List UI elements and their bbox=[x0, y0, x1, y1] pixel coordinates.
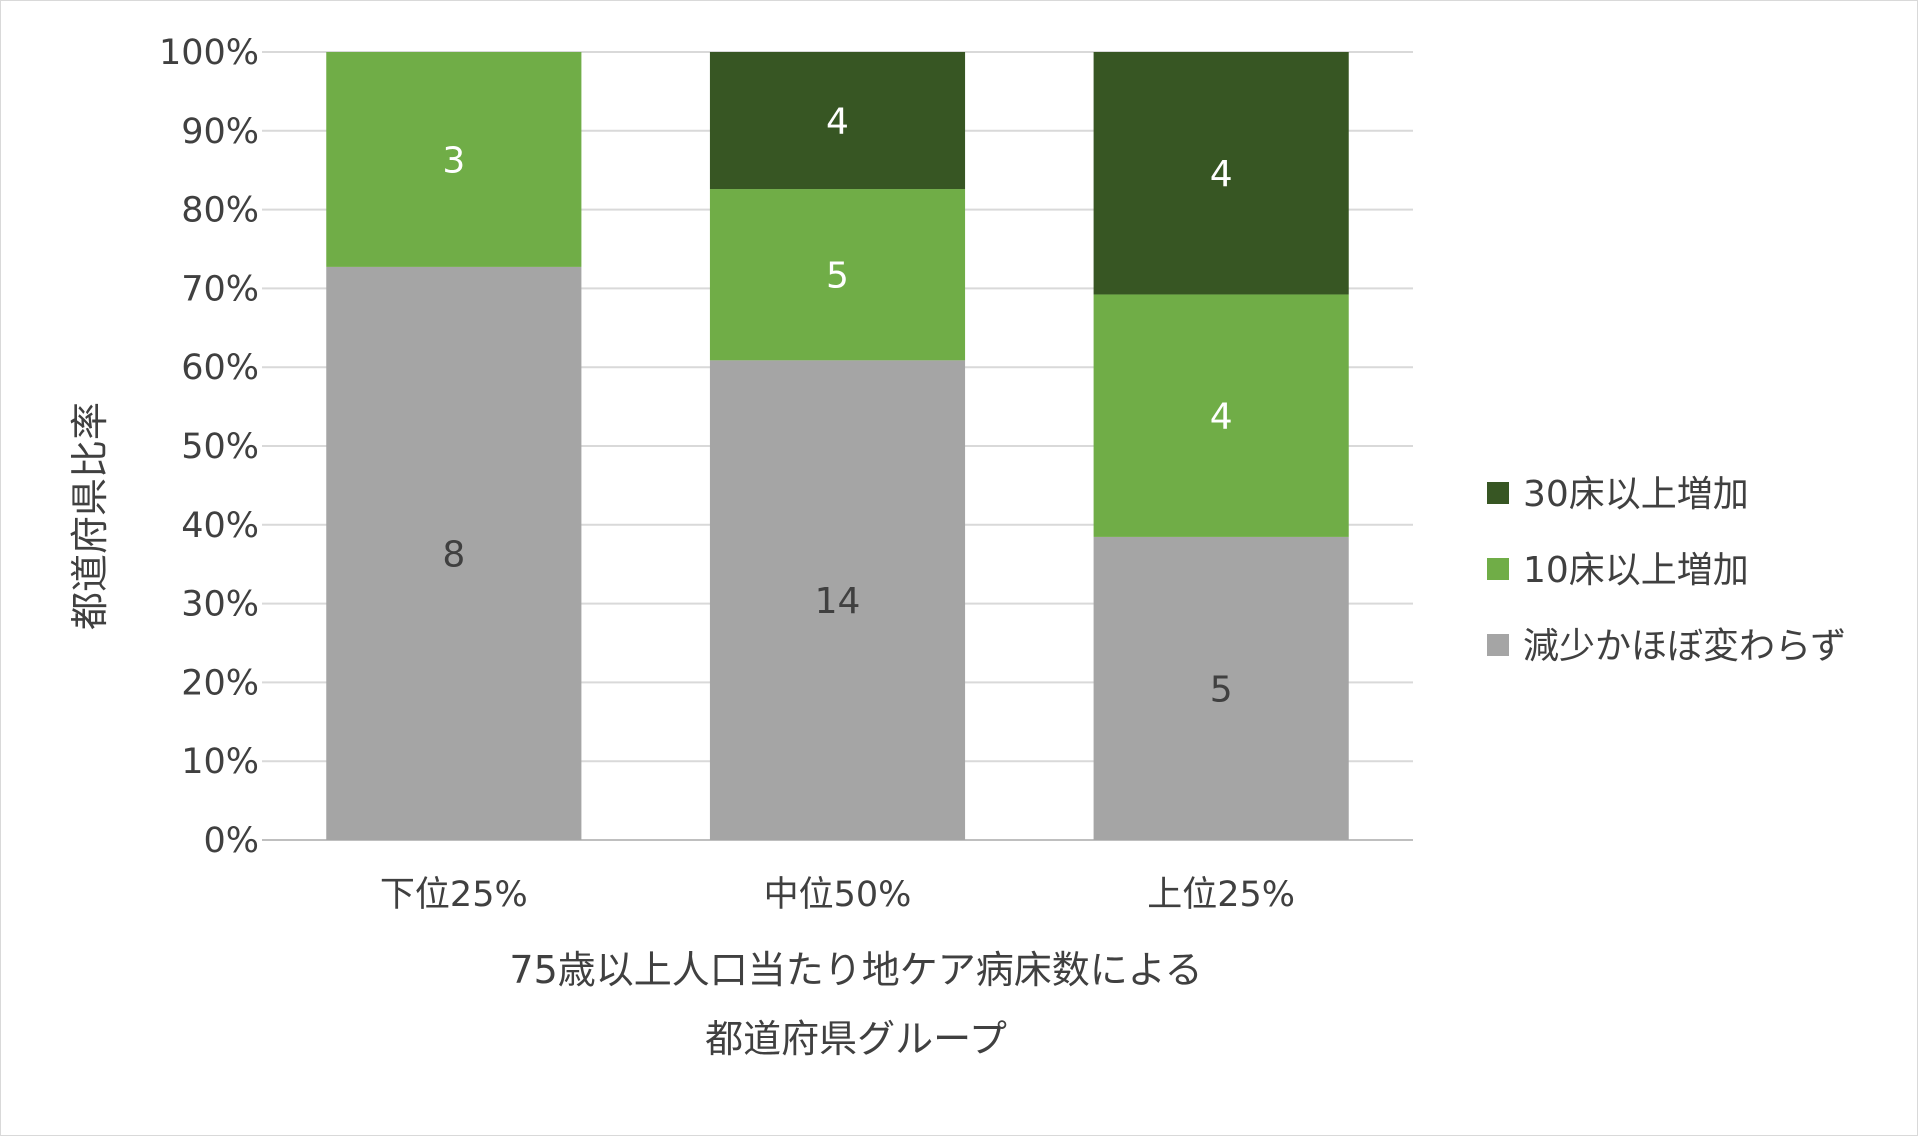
y-tick-label: 0% bbox=[203, 821, 259, 861]
legend-label: 減少かほぼ変わらず bbox=[1523, 626, 1846, 667]
y-tick-label: 30% bbox=[181, 585, 259, 625]
x-tick-label: 上位25% bbox=[1147, 875, 1295, 915]
y-tick-label: 70% bbox=[181, 269, 259, 309]
bar-segment bbox=[1093, 294, 1349, 537]
bar-segment bbox=[1093, 536, 1349, 840]
y-axis-ticks: 0% 10% 20% 30% 40% 50% 60% 70% 80% 90% 100% bbox=[159, 33, 259, 861]
bar-segment bbox=[326, 266, 582, 841]
data-label: 5 bbox=[1210, 669, 1233, 710]
y-axis-title: 都道府県比率 bbox=[68, 402, 112, 630]
y-tick-label: 40% bbox=[181, 506, 259, 546]
data-label: 4 bbox=[1210, 397, 1233, 438]
data-label: 4 bbox=[1210, 154, 1233, 195]
data-label: 4 bbox=[826, 102, 849, 143]
y-tick-label: 20% bbox=[181, 663, 259, 703]
y-tick-label: 10% bbox=[181, 742, 259, 782]
data-label: 5 bbox=[826, 256, 849, 297]
data-label: 3 bbox=[442, 140, 465, 181]
data-labels: 8 3 14 5 4 5 4 4 bbox=[442, 102, 1232, 711]
y-tick-label: 60% bbox=[181, 348, 259, 388]
legend-swatch bbox=[1487, 558, 1509, 580]
data-label: 14 bbox=[815, 581, 861, 622]
bar-segment bbox=[1093, 52, 1349, 295]
legend-label: 30床以上増加 bbox=[1523, 474, 1749, 515]
y-tick-label: 80% bbox=[181, 191, 259, 231]
x-tick-label: 中位50% bbox=[764, 875, 912, 915]
y-tick-label: 50% bbox=[181, 427, 259, 467]
x-axis-title-line-1: 75歳以上人口当たり地ケア病床数による bbox=[509, 948, 1202, 992]
bars bbox=[326, 52, 1349, 841]
legend-swatch bbox=[1487, 634, 1509, 656]
bar-segment bbox=[709, 189, 966, 361]
bar-segment bbox=[709, 360, 966, 840]
y-tick-label: 90% bbox=[181, 112, 259, 152]
x-tick-label: 下位25% bbox=[380, 875, 528, 915]
bar-segment bbox=[709, 52, 966, 190]
y-tick-label: 100% bbox=[159, 33, 259, 73]
data-label: 8 bbox=[442, 534, 465, 575]
x-axis-ticks: 下位25% 中位50% 上位25% bbox=[380, 875, 1295, 915]
legend-label: 10床以上増加 bbox=[1523, 550, 1749, 591]
bar-segment bbox=[326, 52, 582, 267]
legend-swatch bbox=[1487, 482, 1509, 504]
x-axis-title-line-2: 都道府県グループ bbox=[705, 1017, 1007, 1061]
